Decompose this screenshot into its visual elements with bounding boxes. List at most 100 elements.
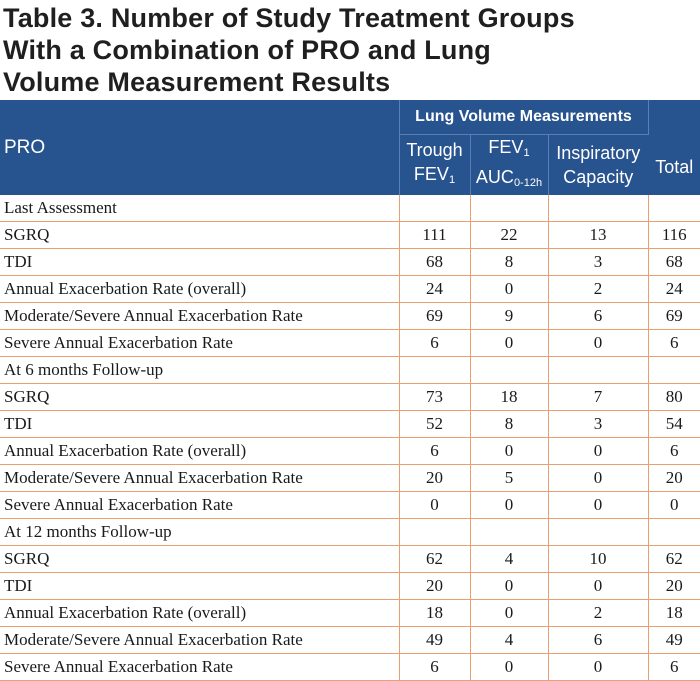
cell-total: 18 xyxy=(648,599,700,627)
table-row: Annual Exacerbation Rate (overall) 6 0 0 6 xyxy=(0,437,700,465)
cell-total: 62 xyxy=(648,545,700,573)
cell-fev1-auc: 0 xyxy=(470,653,549,681)
cell-trough-fev1: 20 xyxy=(399,572,471,600)
cell-trough-fev1: 111 xyxy=(399,221,471,249)
cell-fev1-auc xyxy=(470,518,549,546)
table-row: TDI 20 0 0 20 xyxy=(0,572,700,600)
row-label: Annual Exacerbation Rate (overall) xyxy=(0,599,400,627)
table-row: TDI 52 8 3 54 xyxy=(0,410,700,438)
header-insp-line1: Inspiratory xyxy=(556,143,641,163)
cell-fev1-auc: 22 xyxy=(470,221,549,249)
table-row: TDI 68 8 3 68 xyxy=(0,248,700,276)
cell-trough-fev1: 69 xyxy=(399,302,471,330)
cell-total: 68 xyxy=(648,248,700,276)
row-label: TDI xyxy=(0,410,400,438)
row-label: Annual Exacerbation Rate (overall) xyxy=(0,275,400,303)
header-inspiratory-capacity: Inspiratory Capacity xyxy=(548,134,648,195)
cell-inspiratory-capacity: 0 xyxy=(548,329,649,357)
header-fev-line1: FEV xyxy=(488,137,524,157)
section-label: At 12 months Follow-up xyxy=(0,518,400,546)
cell-inspiratory-capacity: 7 xyxy=(548,383,649,411)
cell-fev1-auc: 4 xyxy=(470,626,549,654)
cell-trough-fev1 xyxy=(399,195,471,222)
cell-trough-fev1: 18 xyxy=(399,599,471,627)
table-row: Annual Exacerbation Rate (overall) 24 0 2 24 xyxy=(0,275,700,303)
cell-inspiratory-capacity: 6 xyxy=(548,626,649,654)
row-label: Moderate/Severe Annual Exacerbation Rate xyxy=(0,626,400,654)
cell-inspiratory-capacity: 2 xyxy=(548,275,649,303)
table-header: PRO Lung Volume Measurements Total Troug… xyxy=(0,100,700,195)
table-row: Severe Annual Exacerbation Rate 6 0 0 6 xyxy=(0,329,700,357)
table-body: Last Assessment SGRQ 111 22 13 116 TDI 68 8 3 68 An… xyxy=(0,195,700,681)
row-label: Severe Annual Exacerbation Rate xyxy=(0,491,400,519)
cell-trough-fev1: 24 xyxy=(399,275,471,303)
header-trough-sub: 1 xyxy=(448,174,456,186)
row-label: TDI xyxy=(0,572,400,600)
cell-fev1-auc: 0 xyxy=(470,572,549,600)
cell-total: 6 xyxy=(648,329,700,357)
cell-total xyxy=(648,518,700,546)
cell-total xyxy=(648,195,700,222)
cell-fev1-auc xyxy=(470,195,549,222)
cell-trough-fev1: 52 xyxy=(399,410,471,438)
cell-fev1-auc: 0 xyxy=(470,275,549,303)
row-label: SGRQ xyxy=(0,545,400,573)
cell-fev1-auc: 0 xyxy=(470,437,549,465)
table-row: Severe Annual Exacerbation Rate 6 0 0 6 xyxy=(0,653,700,681)
table-row: SGRQ 73 18 7 80 xyxy=(0,383,700,411)
section-row: Last Assessment xyxy=(0,195,700,222)
cell-inspiratory-capacity: 0 xyxy=(548,437,649,465)
cell-trough-fev1: 49 xyxy=(399,626,471,654)
cell-total: 116 xyxy=(648,221,700,249)
cell-inspiratory-capacity: 3 xyxy=(548,410,649,438)
cell-inspiratory-capacity: 0 xyxy=(548,491,649,519)
header-total: Total xyxy=(648,100,700,195)
header-fev-line2: AUC xyxy=(475,167,514,187)
cell-inspiratory-capacity xyxy=(548,195,649,222)
cell-inspiratory-capacity: 6 xyxy=(548,302,649,330)
section-label: Last Assessment xyxy=(0,195,400,222)
cell-fev1-auc: 4 xyxy=(470,545,549,573)
cell-trough-fev1: 6 xyxy=(399,437,471,465)
section-row: At 6 months Follow-up xyxy=(0,356,700,384)
header-pro: PRO xyxy=(0,100,400,195)
cell-inspiratory-capacity: 0 xyxy=(548,572,649,600)
header-trough-fev1: Trough FEV1 xyxy=(399,134,471,195)
cell-inspiratory-capacity: 10 xyxy=(548,545,649,573)
header-fev-sub1: 1 xyxy=(523,147,530,159)
cell-fev1-auc xyxy=(470,356,549,384)
cell-fev1-auc: 8 xyxy=(470,410,549,438)
cell-fev1-auc: 18 xyxy=(470,383,549,411)
cell-total: 20 xyxy=(648,572,700,600)
cell-fev1-auc: 8 xyxy=(470,248,549,276)
cell-inspiratory-capacity xyxy=(548,518,649,546)
table-title-line-3: Volume Measurement Results xyxy=(3,67,391,97)
cell-inspiratory-capacity: 2 xyxy=(548,599,649,627)
cell-total: 69 xyxy=(648,302,700,330)
cell-fev1-auc: 5 xyxy=(470,464,549,492)
section-label: At 6 months Follow-up xyxy=(0,356,400,384)
section-row: At 12 months Follow-up xyxy=(0,518,700,546)
cell-trough-fev1: 6 xyxy=(399,329,471,357)
results-table: PRO Lung Volume Measurements Total Troug… xyxy=(0,100,700,681)
table-title-line-2: With a Combination of PRO and Lung xyxy=(3,35,492,65)
row-label: SGRQ xyxy=(0,383,400,411)
cell-inspiratory-capacity: 13 xyxy=(548,221,649,249)
header-trough-line2: FEV xyxy=(413,164,449,184)
table-row: Moderate/Severe Annual Exacerbation Rate… xyxy=(0,302,700,330)
cell-total xyxy=(648,356,700,384)
cell-trough-fev1: 62 xyxy=(399,545,471,573)
cell-trough-fev1 xyxy=(399,356,471,384)
cell-trough-fev1: 73 xyxy=(399,383,471,411)
header-trough-line1: Trough xyxy=(406,140,463,160)
table-row: Severe Annual Exacerbation Rate 0 0 0 0 xyxy=(0,491,700,519)
cell-total: 49 xyxy=(648,626,700,654)
cell-fev1-auc: 0 xyxy=(470,329,549,357)
cell-total: 54 xyxy=(648,410,700,438)
header-insp-line2: Capacity xyxy=(563,167,634,187)
row-label: SGRQ xyxy=(0,221,400,249)
cell-trough-fev1: 68 xyxy=(399,248,471,276)
cell-total: 6 xyxy=(648,437,700,465)
header-lung-volume-measurements: Lung Volume Measurements xyxy=(399,100,649,135)
cell-total: 80 xyxy=(648,383,700,411)
